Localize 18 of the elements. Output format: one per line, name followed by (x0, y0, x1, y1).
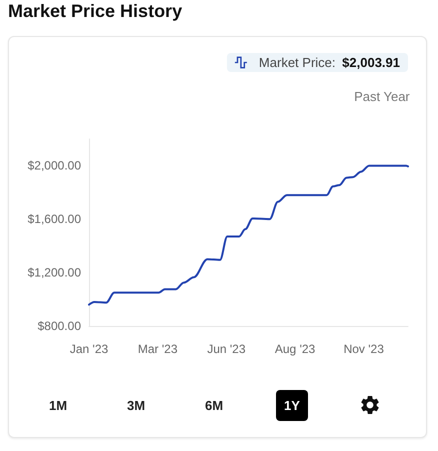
text: 3M (126, 396, 146, 414)
x-tick-label: Aug '23 (274, 342, 316, 356)
y-tick-label: $1,200.00 (28, 266, 82, 280)
text: 6M (204, 396, 224, 414)
chart-title: Market Price History (8, 0, 182, 22)
x-tick-label: Jun '23 (207, 342, 246, 356)
chart-subtitle: Past Year (354, 89, 410, 104)
text: 1Y (276, 390, 308, 420)
y-tick-label: $800.00 (38, 319, 82, 333)
text: 1M (48, 396, 68, 414)
y-tick-label: $2,000.00 (28, 158, 82, 173)
x-tick-label: Jan '23 (70, 342, 108, 356)
x-tick-label: Mar '23 (138, 342, 178, 356)
y-tick-label: $1,600.00 (28, 212, 82, 226)
line-series (88, 164, 409, 306)
x-tick-label: Nov '23 (344, 342, 384, 356)
text: $2,003.91 (342, 55, 400, 70)
legend-label: Market Price: (258, 55, 336, 70)
